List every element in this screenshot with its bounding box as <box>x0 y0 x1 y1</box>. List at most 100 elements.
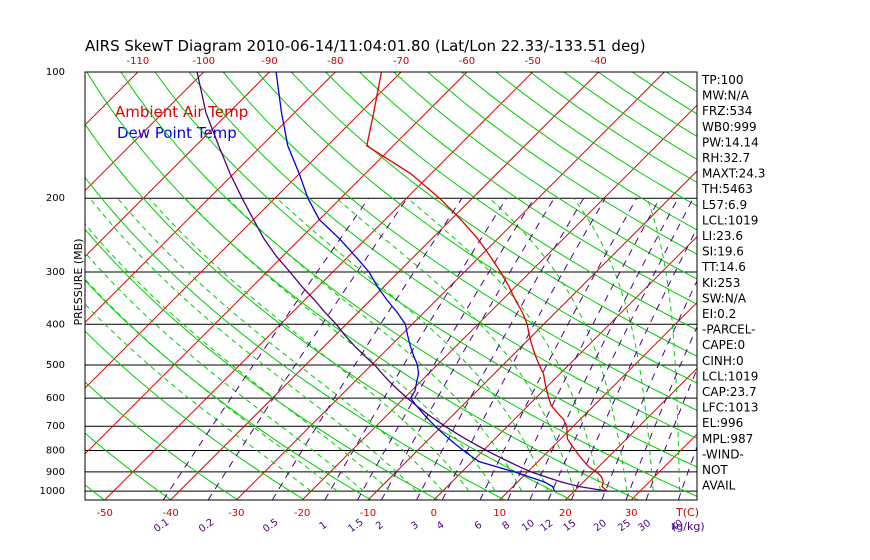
mixing-ratio-line <box>357 197 535 500</box>
stability-index-item: TP:100 <box>701 73 744 87</box>
isotherm-line <box>85 72 468 455</box>
dry-adiabat-line <box>154 72 697 468</box>
temp-trace <box>366 72 608 492</box>
moist-adiabat-line <box>646 198 681 492</box>
dry-adiabat-line <box>222 72 697 411</box>
dry-adiabat-line <box>85 176 505 500</box>
dry-adiabat-line <box>256 72 697 384</box>
moist-adiabat-line <box>85 223 391 492</box>
isotherm-line <box>367 170 697 500</box>
bottom-temp-tick-label: -20 <box>294 508 310 519</box>
dry-adiabat-line <box>0 72 38 500</box>
dry-adiabat-line <box>120 72 697 498</box>
pressure-tick-label: 100 <box>46 67 65 78</box>
dewpoint-trace <box>275 72 556 492</box>
mixing-ratio-line <box>507 197 661 500</box>
top-temp-tick-label: -90 <box>261 56 277 67</box>
mixing-ratio-label: 4 <box>435 520 447 533</box>
mixing-ratio-line <box>271 197 463 500</box>
bottom-temp-tick-label: -50 <box>97 508 113 519</box>
dry-adiabat-line <box>495 72 697 207</box>
y-axis-label: PRESSURE (MB) <box>72 239 85 326</box>
dry-adiabat-line <box>85 432 172 500</box>
stability-index-item: CINH:0 <box>702 354 744 368</box>
stability-index-item: SI:19.6 <box>702 245 744 259</box>
moist-adiabat-line <box>117 197 444 492</box>
top-temp-tick-label: -70 <box>393 56 409 67</box>
moist-adiabat-line <box>148 197 470 492</box>
dry-adiabat-line <box>393 72 697 280</box>
pressure-tick-label: 700 <box>46 421 65 432</box>
mixing-ratio-line <box>529 197 679 500</box>
chart-title: AIRS SkewT Diagram 2010-06-14/11:04:01.8… <box>85 37 646 55</box>
mixing-ratio-line <box>380 197 555 500</box>
stability-index-item: -WIND- <box>702 447 744 461</box>
mixing-ratio-label: 12 <box>539 518 556 534</box>
isotherm-line <box>565 367 697 500</box>
stability-index-item: PW:14.14 <box>702 135 759 149</box>
stability-index-item: WB0:999 <box>702 120 757 134</box>
mixing-ratio-line <box>625 325 697 500</box>
top-temp-tick-label: -50 <box>525 56 541 67</box>
top-temp-tick-label: -40 <box>590 56 606 67</box>
pressure-tick-label: 1000 <box>40 486 65 497</box>
chart-legend: Ambient Air Temp Dew Point Temp <box>115 103 248 142</box>
bottom-temp-tick-label: -10 <box>360 508 376 519</box>
isotherm-line <box>85 72 336 324</box>
mixing-ratio-label: 30 <box>636 518 653 534</box>
pressure-tick-label: 300 <box>46 267 65 278</box>
pressure-tick-label: 800 <box>46 446 65 457</box>
isotherm-line <box>499 301 697 500</box>
moist-adiabat-line <box>85 303 312 492</box>
legend-temp-label: Ambient Air Temp <box>115 103 248 121</box>
dry-adiabat-line <box>290 72 697 357</box>
isotherm-line <box>85 72 402 389</box>
mixing-ratio-label: 25 <box>616 518 633 534</box>
mixing-ratio-label: 1.5 <box>346 517 365 535</box>
stability-index-item: LFC:1013 <box>702 401 759 415</box>
pressure-tick-label: 200 <box>46 193 65 204</box>
bottom-temp-tick-label: 0 <box>431 508 437 519</box>
mixing-ratio-label: 0.2 <box>197 517 216 535</box>
stability-index-item: MW:N/A <box>702 89 750 103</box>
moist-adiabat-line <box>85 278 338 492</box>
mixing-ratio-line <box>547 197 694 500</box>
stability-index-item: LCL:1019 <box>702 369 758 383</box>
mixing-ratio-line <box>207 197 408 500</box>
pressure-tick-label: 900 <box>46 467 65 478</box>
dry-adiabat-line <box>359 72 697 305</box>
mixing-ratio-label: 2 <box>374 520 386 533</box>
isotherm-line <box>763 72 870 500</box>
isotherm-line <box>0 72 6 500</box>
top-temp-tick-label: -60 <box>459 56 475 67</box>
mixing-ratio-label: 15 <box>562 518 579 534</box>
bottom-temp-tick-label: -30 <box>228 508 244 519</box>
top-temp-tick-label: -110 <box>127 56 150 67</box>
legend-dew-label: Dew Point Temp <box>117 124 237 142</box>
mixing-ratio-line <box>479 197 638 500</box>
mixing-ratio-label: 0.1 <box>152 517 171 535</box>
stability-index-item: RH:32.7 <box>702 151 750 165</box>
stability-index-item: CAP:23.7 <box>702 385 757 399</box>
mixing-ratio-label: 8 <box>501 520 513 533</box>
stability-index-item: TT:14.6 <box>701 260 746 274</box>
stability-index-item: L57:6.9 <box>702 198 747 212</box>
mixing-ratio-line <box>677 445 697 500</box>
stability-index-item: CAPE:0 <box>702 338 745 352</box>
pressure-tick-label: 600 <box>46 393 65 404</box>
sounding-series <box>196 72 608 492</box>
top-temp-tick-label: -100 <box>192 56 215 67</box>
mixing-ratio-line <box>570 226 697 500</box>
isotherm-line <box>85 72 270 258</box>
mixing-ratio-label: 3 <box>409 520 421 533</box>
stability-index-item: AVAIL <box>702 479 736 493</box>
stability-index-item: MPL:987 <box>702 432 753 446</box>
isotherm-line <box>301 104 697 500</box>
mixing-ratio-line <box>601 279 697 500</box>
mixing-ratio-line <box>324 197 508 500</box>
stability-index-item: LI:23.6 <box>702 229 743 243</box>
bottom-temp-tick-label: 30 <box>625 508 638 519</box>
mixing-ratio-line <box>441 197 606 500</box>
